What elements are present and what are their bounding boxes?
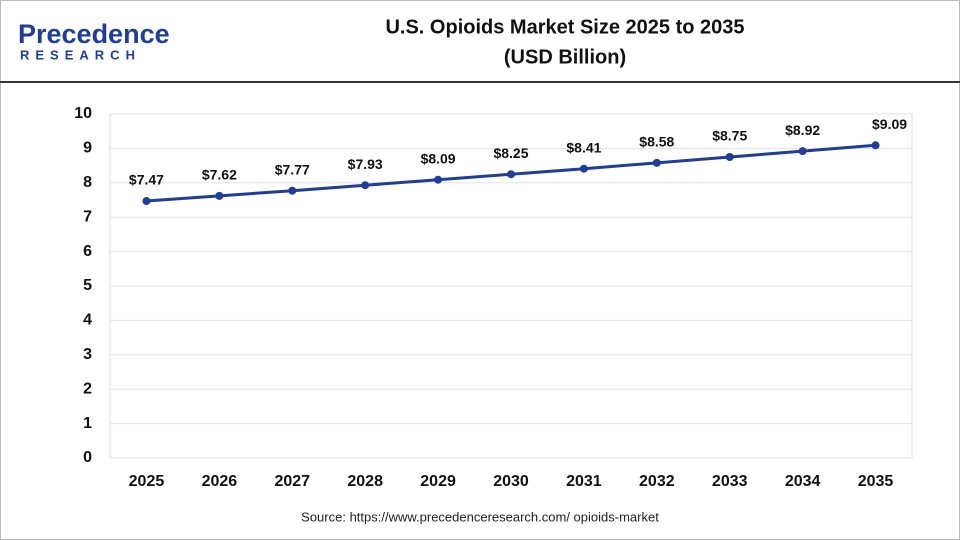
x-tick-label: 2031 bbox=[566, 473, 602, 490]
marker bbox=[579, 164, 588, 173]
marker bbox=[434, 175, 443, 184]
x-tick-label: 2029 bbox=[420, 473, 456, 490]
logo-name: Precedence bbox=[18, 19, 170, 49]
value-label: $8.58 bbox=[639, 134, 674, 150]
y-tick-label: 1 bbox=[83, 415, 92, 432]
y-tick-label: 7 bbox=[83, 208, 92, 225]
marker bbox=[652, 158, 661, 167]
y-tick-label: 6 bbox=[83, 243, 92, 260]
chart-title: U.S. Opioids Market Size 2025 to 2035 bbox=[385, 16, 744, 38]
source-note: Source: https://www.precedenceresearch.c… bbox=[301, 509, 659, 524]
x-tick-label: 2026 bbox=[202, 473, 238, 490]
y-tick-label: 8 bbox=[83, 174, 92, 191]
marker bbox=[361, 181, 370, 190]
marker bbox=[725, 153, 734, 161]
y-tick-label: 3 bbox=[83, 346, 92, 363]
logo-tagline: RESEARCH bbox=[20, 47, 141, 62]
x-tick-label: 2027 bbox=[274, 473, 310, 490]
x-tick-label: 2034 bbox=[785, 473, 821, 490]
x-tick-label: 2030 bbox=[493, 473, 529, 490]
marker bbox=[798, 147, 807, 156]
marker bbox=[142, 197, 151, 206]
chart-subtitle: (USD Billion) bbox=[504, 46, 626, 68]
x-tick-label: 2033 bbox=[712, 473, 748, 490]
marker bbox=[288, 186, 297, 195]
x-tick-label: 2032 bbox=[639, 473, 675, 490]
y-tick-label: 5 bbox=[83, 277, 92, 294]
value-label: $7.93 bbox=[348, 156, 383, 172]
value-label: $7.77 bbox=[275, 161, 310, 177]
y-tick-label: 2 bbox=[83, 380, 92, 397]
value-label: $8.41 bbox=[566, 139, 601, 155]
value-label: $8.09 bbox=[421, 150, 456, 166]
y-tick-label: 0 bbox=[83, 449, 92, 466]
value-label: $8.75 bbox=[712, 128, 747, 144]
marker bbox=[215, 191, 224, 200]
y-tick-label: 4 bbox=[83, 312, 92, 329]
x-tick-label: 2025 bbox=[129, 473, 165, 490]
y-tick-label: 10 bbox=[74, 105, 92, 122]
y-tick-label: 9 bbox=[83, 140, 92, 157]
value-label: $7.62 bbox=[202, 167, 237, 183]
x-tick-label: 2028 bbox=[347, 473, 383, 490]
value-label: $8.92 bbox=[785, 122, 820, 138]
value-label: $8.25 bbox=[493, 145, 528, 161]
marker bbox=[871, 141, 880, 150]
x-tick-label: 2035 bbox=[858, 473, 894, 490]
value-label: $7.47 bbox=[129, 172, 164, 188]
value-label: $9.09 bbox=[872, 116, 907, 132]
marker bbox=[507, 170, 515, 179]
